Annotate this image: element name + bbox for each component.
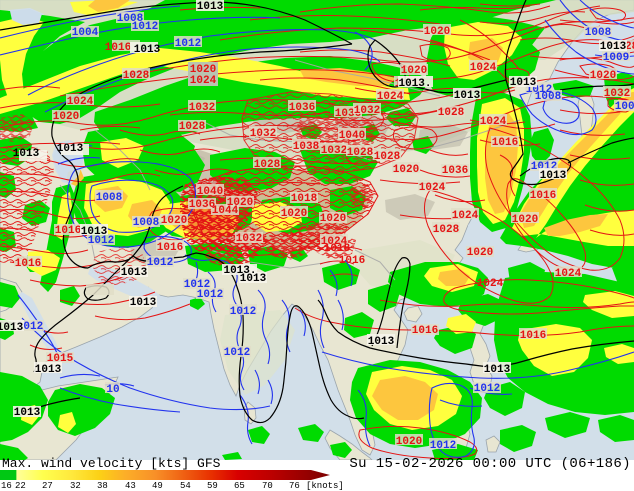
svg-text:1020: 1020 bbox=[281, 208, 307, 220]
svg-text:1024: 1024 bbox=[480, 116, 507, 128]
svg-text:1012: 1012 bbox=[147, 257, 173, 269]
svg-text:1020: 1020 bbox=[401, 65, 427, 77]
svg-text:1012: 1012 bbox=[230, 306, 256, 318]
svg-text:1032: 1032 bbox=[236, 233, 262, 245]
svg-text:1013: 1013 bbox=[13, 148, 40, 160]
svg-text:1008: 1008 bbox=[615, 101, 634, 113]
svg-text:1013: 1013 bbox=[35, 364, 62, 376]
svg-text:1020: 1020 bbox=[393, 164, 419, 176]
svg-text:1004: 1004 bbox=[72, 27, 99, 39]
svg-text:1028: 1028 bbox=[433, 224, 460, 236]
svg-text:1036: 1036 bbox=[189, 199, 215, 211]
svg-text:1040: 1040 bbox=[339, 130, 365, 142]
svg-text:1036: 1036 bbox=[442, 165, 468, 177]
svg-text:1018: 1018 bbox=[291, 193, 318, 205]
svg-text:1020: 1020 bbox=[424, 26, 450, 38]
svg-text:1024: 1024 bbox=[67, 96, 94, 108]
svg-text:1016: 1016 bbox=[412, 325, 438, 337]
svg-text:1016: 1016 bbox=[520, 330, 546, 342]
svg-text:1020: 1020 bbox=[467, 247, 493, 259]
svg-text:1012: 1012 bbox=[474, 383, 500, 395]
svg-text:1013: 1013 bbox=[600, 41, 627, 53]
svg-text:1024: 1024 bbox=[555, 268, 582, 280]
svg-text:1020: 1020 bbox=[396, 436, 422, 448]
svg-text:1016: 1016 bbox=[492, 137, 518, 149]
svg-text:1013: 1013 bbox=[368, 336, 395, 348]
svg-text:1008: 1008 bbox=[585, 27, 612, 39]
svg-text:1012: 1012 bbox=[197, 289, 223, 301]
svg-text:1016: 1016 bbox=[55, 225, 81, 237]
svg-text:1024: 1024 bbox=[419, 182, 446, 194]
svg-text:1028: 1028 bbox=[123, 70, 150, 82]
svg-text:1013: 1013 bbox=[14, 407, 41, 419]
svg-text:1013.: 1013. bbox=[398, 78, 431, 90]
svg-text:1024: 1024 bbox=[190, 75, 217, 87]
svg-text:1013.: 1013. bbox=[223, 265, 256, 277]
svg-text:1024: 1024 bbox=[377, 91, 404, 103]
svg-text:1020: 1020 bbox=[512, 214, 538, 226]
svg-text:1012: 1012 bbox=[224, 347, 250, 359]
svg-text:1016: 1016 bbox=[157, 242, 183, 254]
svg-text:1012: 1012 bbox=[88, 235, 114, 247]
svg-text:1016: 1016 bbox=[339, 255, 365, 267]
svg-text:1008: 1008 bbox=[535, 91, 562, 103]
svg-text:1020: 1020 bbox=[590, 70, 616, 82]
svg-text:1036: 1036 bbox=[289, 102, 315, 114]
svg-text:1032: 1032 bbox=[250, 128, 276, 140]
svg-text:1013: 1013 bbox=[81, 226, 108, 238]
svg-text:1024: 1024 bbox=[452, 210, 479, 222]
svg-text:1032: 1032 bbox=[354, 105, 380, 117]
svg-text:1012: 1012 bbox=[132, 21, 158, 33]
svg-text:1024: 1024 bbox=[321, 236, 348, 248]
svg-text:1013: 1013 bbox=[484, 364, 511, 376]
svg-text:1020: 1020 bbox=[227, 197, 253, 209]
svg-text:1032: 1032 bbox=[604, 88, 630, 100]
svg-text:10: 10 bbox=[106, 384, 119, 396]
svg-text:1013: 1013 bbox=[121, 267, 148, 279]
svg-text:1024: 1024 bbox=[470, 62, 497, 74]
svg-text:1028: 1028 bbox=[374, 151, 401, 163]
svg-text:1008: 1008 bbox=[117, 13, 144, 25]
svg-text:1013: 1013 bbox=[134, 44, 161, 56]
svg-text:1016: 1016 bbox=[530, 190, 556, 202]
svg-text:1020: 1020 bbox=[320, 213, 346, 225]
svg-text:1020: 1020 bbox=[161, 215, 187, 227]
svg-text:1012: 1012 bbox=[430, 440, 456, 452]
svg-text:1013: 1013 bbox=[130, 297, 157, 309]
svg-text:1028: 1028 bbox=[179, 121, 206, 133]
svg-text:1028: 1028 bbox=[438, 107, 465, 119]
svg-text:1012: 1012 bbox=[175, 38, 201, 50]
svg-text:1016: 1016 bbox=[105, 42, 131, 54]
svg-text:1044: 1044 bbox=[212, 205, 239, 217]
svg-text:1013: 1013 bbox=[197, 1, 224, 13]
svg-text:1032: 1032 bbox=[321, 145, 347, 157]
svg-text:1013: 1013 bbox=[540, 170, 567, 182]
svg-text:1032: 1032 bbox=[189, 102, 215, 114]
svg-text:1024: 1024 bbox=[477, 278, 504, 290]
svg-text:1028: 1028 bbox=[347, 147, 374, 159]
svg-text:1020: 1020 bbox=[190, 64, 216, 76]
svg-text:1018: 1018 bbox=[324, 243, 351, 255]
svg-text:1013: 1013 bbox=[240, 273, 267, 285]
svg-text:1012: 1012 bbox=[184, 279, 210, 291]
svg-text:1013: 1013 bbox=[510, 77, 537, 89]
svg-text:1038: 1038 bbox=[293, 141, 320, 153]
svg-text:1020: 1020 bbox=[53, 111, 79, 123]
svg-text:1013: 1013 bbox=[0, 322, 24, 334]
svg-text:1013: 1013 bbox=[57, 143, 84, 155]
svg-text:1040: 1040 bbox=[197, 186, 223, 198]
svg-text:1008: 1008 bbox=[96, 192, 123, 204]
svg-text:1028: 1028 bbox=[254, 159, 281, 171]
svg-text:1009: 1009 bbox=[603, 52, 629, 64]
svg-text:1016: 1016 bbox=[15, 258, 41, 270]
svg-text:1013: 1013 bbox=[454, 90, 481, 102]
svg-text:1008: 1008 bbox=[133, 217, 160, 229]
